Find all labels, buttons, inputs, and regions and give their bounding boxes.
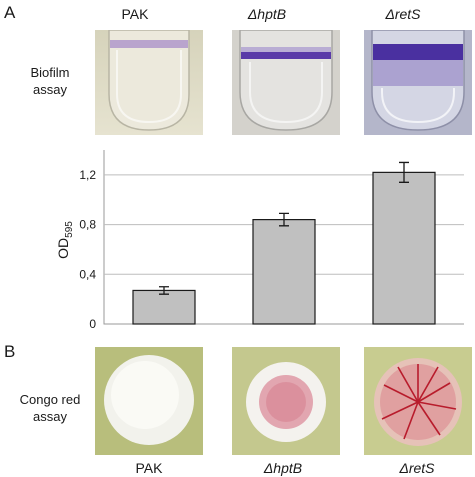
congo-label-line2: assay <box>33 409 67 424</box>
congo-plate-pak <box>95 347 203 455</box>
congo-label-line1: Congo red <box>19 392 81 407</box>
y-tick-label: 1,2 <box>79 168 96 182</box>
strain-label-hptb-bottom: ΔhptB <box>263 460 303 476</box>
bar-2 <box>372 171 436 325</box>
strain-label-pak-bottom: PAK <box>135 460 163 476</box>
congo-plate-hptb <box>232 347 340 455</box>
biofilm-photo-rets <box>364 30 472 135</box>
biofilm-label-line1: Biofilm <box>30 65 70 80</box>
y-tick-label: 0,4 <box>79 267 96 281</box>
panel-b-letter: B <box>4 342 16 361</box>
error-bar-0 <box>159 286 169 295</box>
chart-axes <box>103 150 464 325</box>
error-bar-2 <box>399 161 409 183</box>
biofilm-photo-hptb <box>232 30 340 135</box>
strain-label-pak-top: PAK <box>121 6 149 22</box>
error-bar-1 <box>279 212 289 227</box>
congo-plate-rets <box>364 347 472 455</box>
strain-label-rets-bottom: ΔretS <box>399 460 435 476</box>
y-axis-label-main: OD <box>55 238 71 259</box>
chart-bars <box>132 161 436 325</box>
y-tick-labels: 0 0,4 0,8 1,2 <box>79 168 96 331</box>
od595-bar-chart: 0 0,4 0,8 1,2 OD595 <box>55 150 464 331</box>
biofilm-label-line2: assay <box>33 82 67 97</box>
strain-label-hptb-top: ΔhptB <box>247 6 287 22</box>
biofilm-photo-pak <box>95 30 203 135</box>
congo-red-assay-label: Congo red assay <box>6 391 94 425</box>
y-tick-label: 0 <box>89 317 96 331</box>
y-axis-label: OD595 <box>55 221 75 259</box>
panel-a-letter: A <box>4 3 16 22</box>
strain-label-rets-top: ΔretS <box>385 6 421 22</box>
bar-1 <box>252 218 316 325</box>
y-tick-label: 0,8 <box>79 218 96 232</box>
y-axis-label-sub: 595 <box>64 221 75 238</box>
biofilm-assay-label: Biofilm assay <box>10 64 90 98</box>
bar-0 <box>132 289 196 325</box>
